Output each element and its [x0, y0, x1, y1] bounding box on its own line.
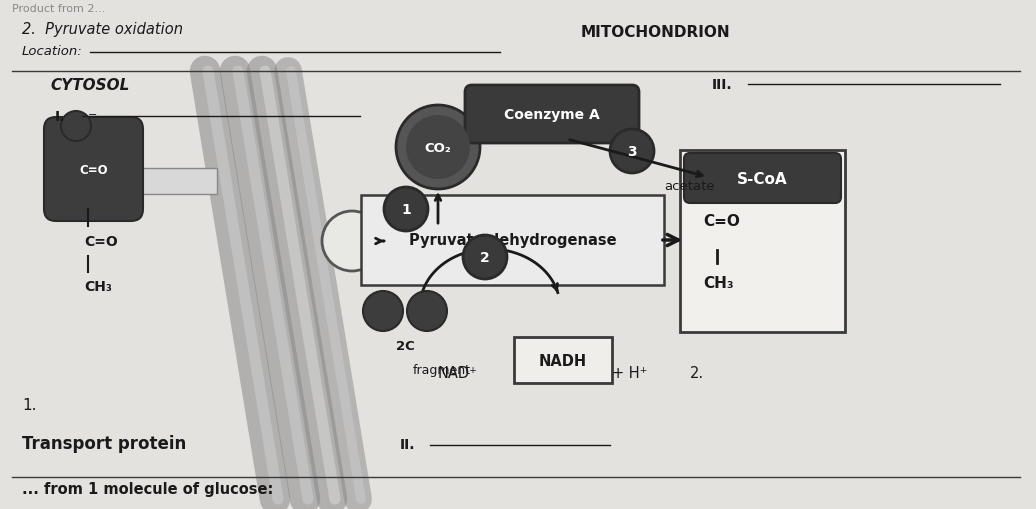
Text: 2.: 2.: [690, 365, 704, 380]
Circle shape: [61, 112, 91, 142]
Text: fragment: fragment: [413, 363, 471, 376]
Text: Location:: Location:: [22, 45, 83, 58]
Text: 1: 1: [401, 203, 411, 216]
Text: acetate: acetate: [664, 180, 715, 192]
Text: CYTOSOL: CYTOSOL: [50, 78, 130, 93]
FancyBboxPatch shape: [684, 154, 841, 204]
Text: Product from 2...: Product from 2...: [12, 4, 106, 14]
Text: NAD⁺: NAD⁺: [438, 365, 478, 380]
Text: + H⁺: + H⁺: [612, 365, 648, 380]
Text: Transport protein: Transport protein: [22, 434, 186, 452]
Circle shape: [396, 106, 480, 190]
Circle shape: [384, 188, 428, 232]
Text: S-CoA: S-CoA: [738, 171, 787, 186]
Text: 2: 2: [480, 250, 490, 265]
Text: 3: 3: [627, 145, 637, 159]
Text: C=O: C=O: [80, 163, 109, 176]
Text: 2C: 2C: [396, 340, 414, 352]
Text: CH₃: CH₃: [703, 275, 733, 291]
Circle shape: [463, 236, 507, 279]
Text: NADH: NADH: [539, 353, 587, 368]
Circle shape: [363, 292, 403, 331]
Text: CH₃: CH₃: [84, 279, 112, 293]
Text: CO₂: CO₂: [425, 141, 452, 154]
Circle shape: [406, 116, 470, 180]
Text: 1.: 1.: [22, 397, 36, 412]
Circle shape: [322, 212, 382, 271]
Text: −: −: [88, 110, 97, 120]
Text: Coenzyme A: Coenzyme A: [505, 108, 600, 122]
FancyBboxPatch shape: [465, 86, 639, 144]
FancyBboxPatch shape: [361, 195, 664, 286]
Circle shape: [610, 130, 654, 174]
Text: Pyruvate dehydrogenase: Pyruvate dehydrogenase: [408, 233, 616, 248]
FancyBboxPatch shape: [128, 168, 217, 194]
Text: III.: III.: [712, 78, 732, 92]
Text: ... from 1 molecule of glucose:: ... from 1 molecule of glucose:: [22, 481, 274, 496]
Text: I.: I.: [55, 110, 65, 124]
Text: C=O: C=O: [703, 214, 740, 229]
FancyBboxPatch shape: [514, 337, 612, 383]
Circle shape: [407, 292, 447, 331]
Text: MITOCHONDRION: MITOCHONDRION: [580, 25, 729, 40]
FancyBboxPatch shape: [44, 118, 143, 221]
Text: II.: II.: [400, 437, 415, 451]
Text: 2.  Pyruvate oxidation: 2. Pyruvate oxidation: [22, 22, 183, 37]
Text: C=O: C=O: [84, 235, 118, 248]
FancyBboxPatch shape: [680, 151, 845, 332]
